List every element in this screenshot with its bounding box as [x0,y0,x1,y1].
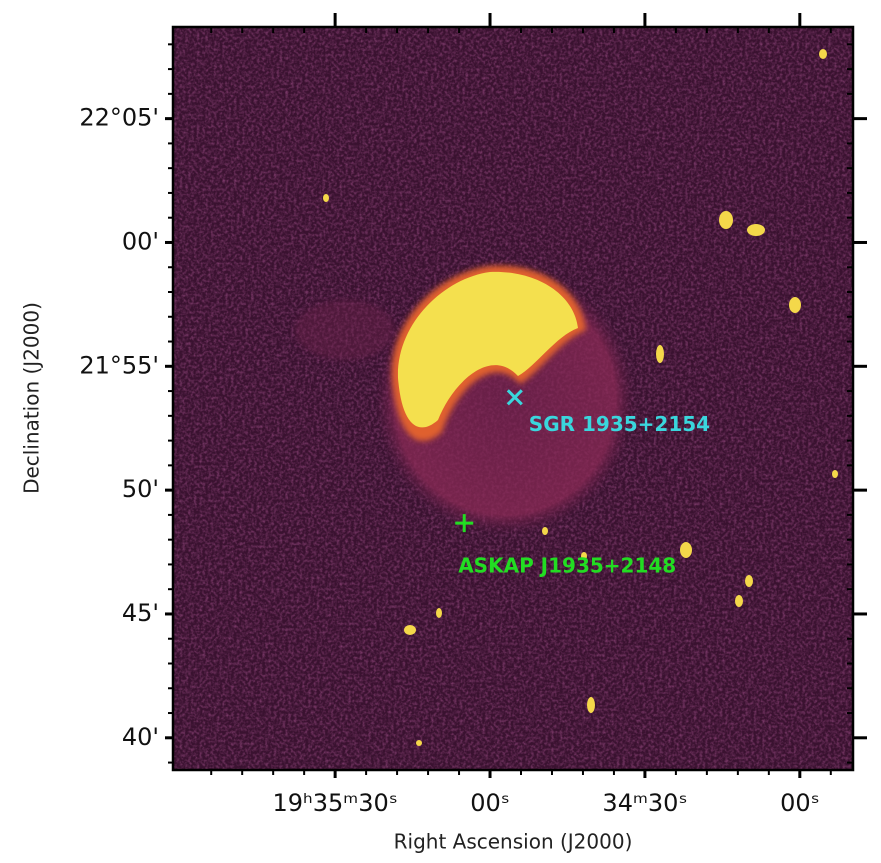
marker-label: SGR 1935+2154 [529,412,710,436]
y-tick-label: 50' [122,475,159,503]
frame [171,25,855,772]
marker-label: ASKAP J1935+2148 [458,554,676,578]
x-tick-label: 19ʰ35ᵐ30ˢ [273,789,398,817]
y-axis-label: Declination (J2000) [20,302,44,494]
marker [455,514,474,533]
x-tick-label: 34ᵐ30ˢ [602,789,687,817]
x-axis-label: Right Ascension (J2000) [394,830,633,854]
y-tick-label: 00' [122,227,159,255]
point-sources [323,49,838,746]
y-tick-label: 40' [122,723,159,751]
y-tick-label: 22°05' [79,104,159,132]
y-tick-label: 21°55' [79,351,159,379]
x-tick-label: 00ˢ [470,789,510,817]
marker [506,389,523,406]
y-tick-label: 45' [122,599,159,627]
x-tick-label: 00ˢ [780,789,820,817]
